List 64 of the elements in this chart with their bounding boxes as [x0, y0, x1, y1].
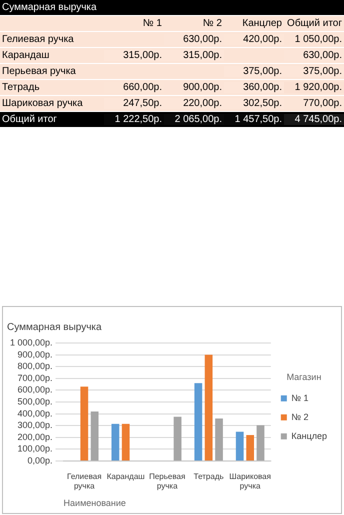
x-tick-label: Перьевая ручка [149, 472, 186, 491]
chart-title: Суммарная выручка [7, 322, 102, 333]
bar [204, 354, 213, 460]
x-tick-label: № 2 [202, 18, 223, 29]
data-label: 630,00р. [164, 34, 224, 45]
y-tick-label: 500,00р. [17, 396, 53, 406]
bar [194, 383, 202, 460]
data-label: 302,50р. [224, 98, 284, 109]
legend-title: Магазин [286, 372, 322, 382]
bar [246, 435, 254, 460]
bar [256, 425, 264, 460]
data-label: 360,00р. [224, 82, 284, 93]
data-label: 315,00р. [164, 50, 224, 61]
y-tick-label: 100,00р. [17, 444, 53, 454]
y-tick-label: Общий итог [1, 114, 58, 125]
data-label: 1 050,00р. [284, 34, 344, 45]
bar [236, 432, 244, 460]
x-tick-label: Гелиевая ручка [67, 472, 102, 491]
data-label: 2 065,00р. [164, 114, 224, 125]
bar [174, 416, 182, 460]
chart-title: Суммарная выручка [1, 2, 98, 13]
y-tick-label: Карандаш [1, 50, 50, 61]
y-tick-label: 600,00р. [17, 384, 53, 395]
x-tick-label: Канцлер [241, 18, 283, 29]
data-label: 1 222,50р. [104, 114, 164, 125]
bar [90, 411, 99, 460]
bar [215, 418, 223, 460]
bar [122, 424, 130, 460]
bar [80, 386, 88, 460]
y-tick-label: Шариковая ручка [1, 98, 84, 109]
data-label: 660,00р. [104, 82, 164, 93]
data-label: 4 745,00р. [284, 114, 344, 125]
legend-label: № 1 [291, 392, 309, 403]
y-tick-label: 900,00р. [17, 349, 53, 360]
data-label: 420,00р. [224, 34, 284, 45]
x-tick-label: Шариковая ручка [229, 472, 271, 491]
x-tick-label: Карандаш [106, 472, 145, 482]
legend-label: Канцлер [291, 430, 328, 441]
y-tick-label: 1 000,00р. [10, 337, 53, 348]
data-label: 1 920,00р. [284, 82, 344, 93]
y-tick-label: 200,00р. [17, 432, 53, 442]
legend-label: № 2 [291, 412, 309, 422]
data-label: 315,00р. [104, 50, 164, 61]
y-tick-label: Гелиевая ручка [1, 34, 75, 45]
data-label: 375,00р. [224, 66, 284, 77]
bar [111, 424, 120, 460]
data-label: 1 457,50р. [224, 114, 284, 125]
y-tick-label: Тетрадь [1, 82, 41, 93]
x-axis-title: Наименование [64, 498, 126, 508]
data-label: 375,00р. [284, 66, 344, 77]
y-tick-label: 0,00р. [28, 455, 53, 466]
data-label: 220,00р. [164, 98, 224, 109]
data-label: 630,00р. [284, 50, 344, 61]
data-label: 770,00р. [284, 98, 344, 109]
x-tick-label: Тетрадь [194, 472, 224, 482]
y-tick-label: 400,00р. [17, 408, 53, 418]
y-tick-label: 800,00р. [17, 361, 53, 372]
x-tick-label: Общий итог [286, 18, 343, 29]
data-label: 900,00р. [164, 82, 224, 93]
y-tick-label: Перьевая ручка [1, 66, 77, 77]
data-label: 247,50р. [104, 98, 164, 109]
x-tick-label: № 1 [142, 18, 163, 29]
y-tick-label: 300,00р. [17, 420, 53, 430]
y-tick-label: 700,00р. [17, 372, 53, 383]
